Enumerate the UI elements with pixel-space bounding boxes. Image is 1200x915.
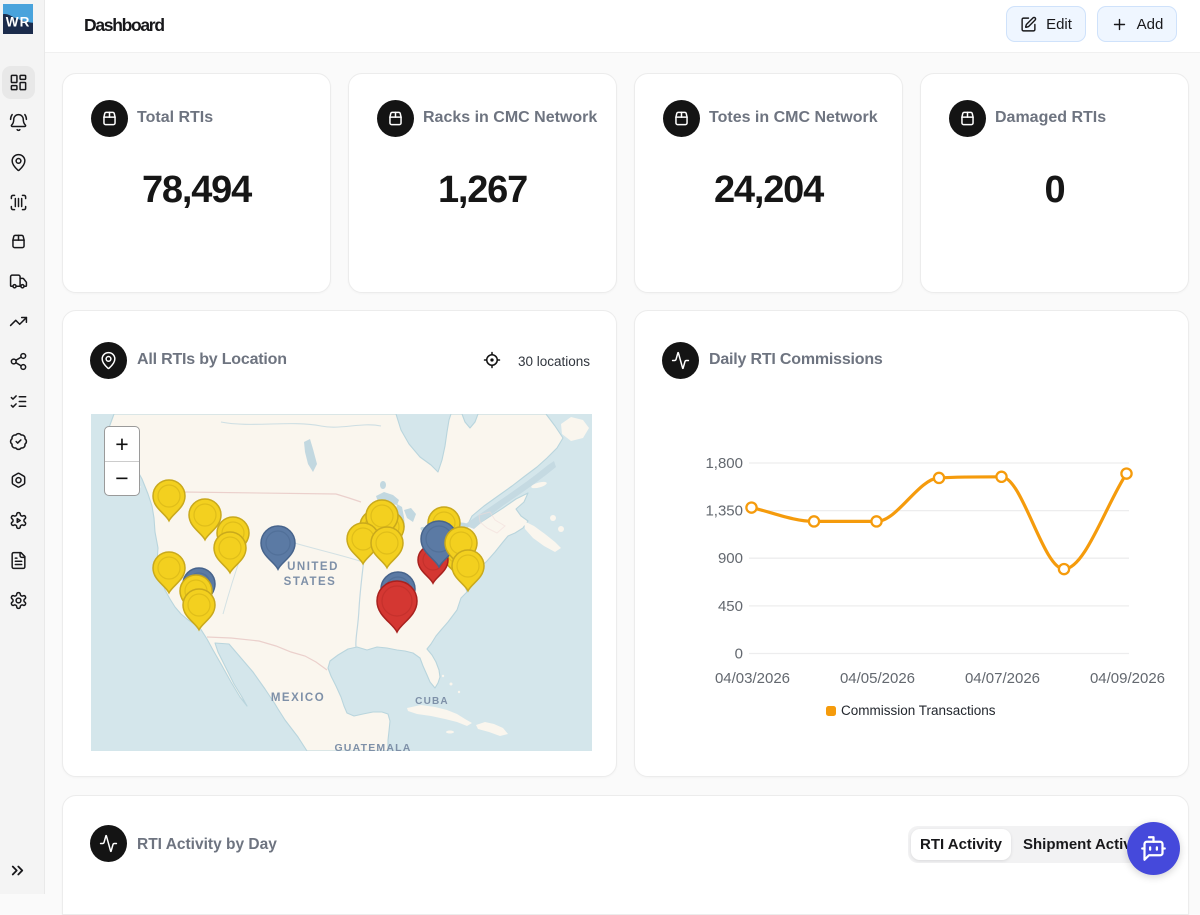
- svg-text:450: 450: [718, 598, 743, 615]
- svg-text:1,800: 1,800: [705, 455, 743, 472]
- svg-text:04/09/2026: 04/09/2026: [1090, 670, 1165, 687]
- svg-text:CUBA: CUBA: [415, 696, 449, 707]
- svg-text:WR: WR: [6, 15, 31, 30]
- svg-text:04/03/2026: 04/03/2026: [715, 670, 790, 687]
- svg-text:STATES: STATES: [284, 576, 337, 588]
- svg-text:900: 900: [718, 550, 743, 567]
- svg-text:04/07/2026: 04/07/2026: [965, 670, 1040, 687]
- svg-text:1,350: 1,350: [705, 503, 743, 520]
- svg-text:04/05/2026: 04/05/2026: [840, 670, 915, 687]
- svg-text:UNITED: UNITED: [287, 561, 339, 573]
- svg-text:Commission Transactions: Commission Transactions: [841, 703, 996, 718]
- svg-text:GUATEMALA: GUATEMALA: [334, 742, 411, 751]
- svg-text:MEXICO: MEXICO: [271, 692, 325, 704]
- svg-text:0: 0: [735, 646, 743, 663]
